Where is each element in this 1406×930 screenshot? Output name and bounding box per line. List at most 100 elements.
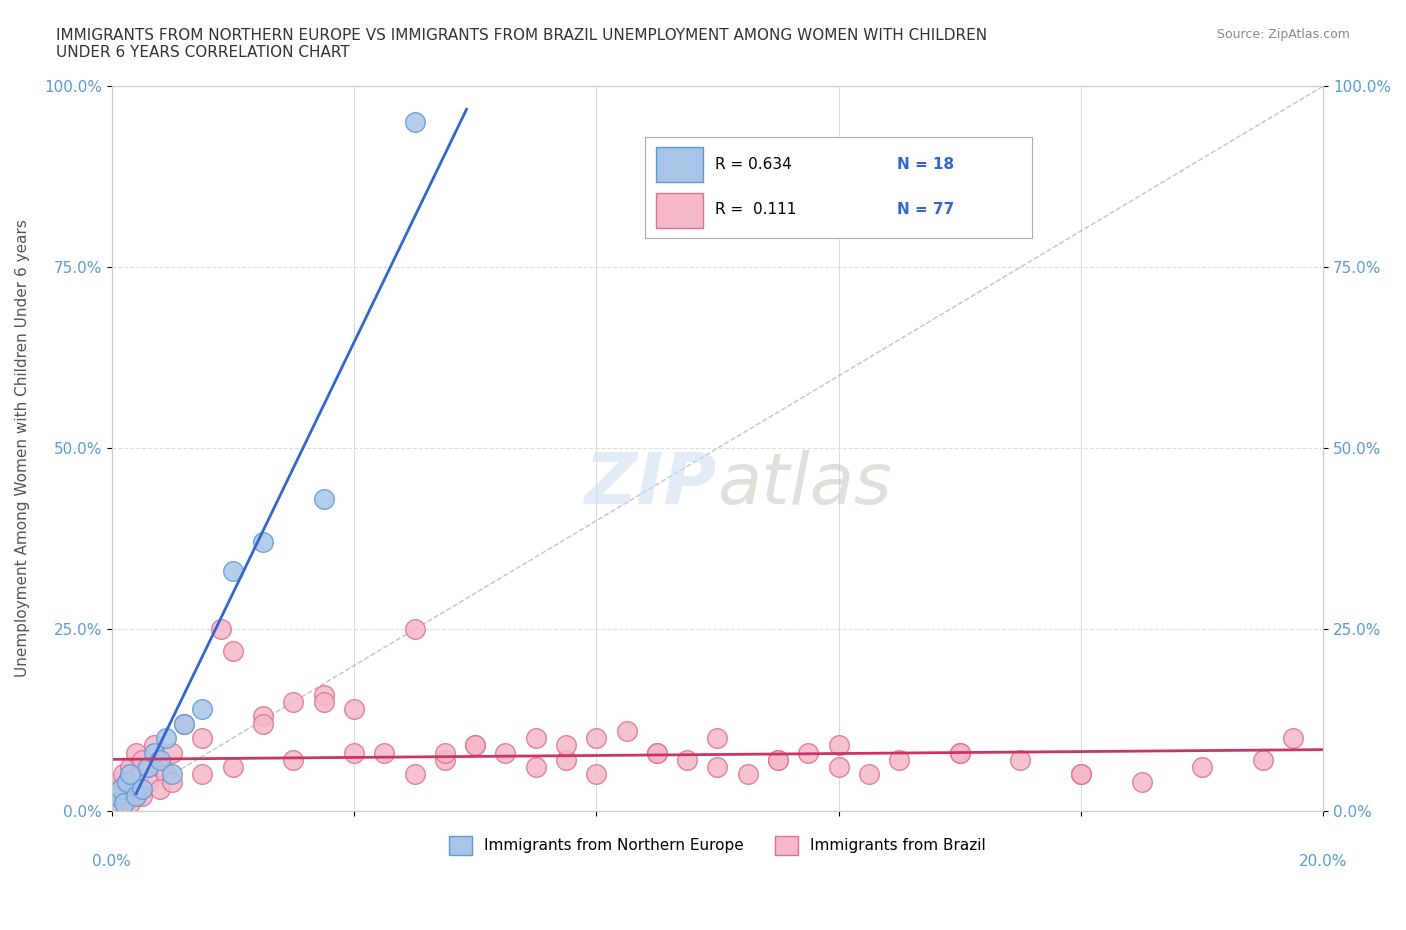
Point (128, 767, 150, 782)
Point (107, 774, 129, 789)
Point (160, 745, 183, 760)
Point (155, 731, 177, 746)
Point (404, 767, 426, 782)
Point (827, 760, 849, 775)
Point (706, 731, 728, 746)
Point (343, 745, 366, 760)
Point (1070, 767, 1092, 782)
Point (766, 752, 789, 767)
Text: 0.0%: 0.0% (93, 854, 131, 869)
Point (252, 709, 274, 724)
Point (160, 767, 183, 782)
Point (1191, 760, 1213, 775)
Point (173, 716, 195, 731)
Point (104, 789, 127, 804)
Point (118, 796, 141, 811)
Point (131, 789, 153, 804)
Point (676, 752, 699, 767)
Point (209, 622, 232, 637)
Point (706, 760, 728, 775)
Point (160, 774, 183, 789)
Point (121, 781, 143, 796)
Point (343, 701, 366, 716)
Point (464, 737, 486, 752)
Point (125, 789, 148, 804)
Point (645, 745, 668, 760)
Point (737, 767, 759, 782)
Point (191, 701, 214, 716)
Point (1282, 731, 1305, 746)
Point (312, 492, 335, 507)
Point (143, 737, 166, 752)
Point (889, 752, 911, 767)
Text: Source: ZipAtlas.com: Source: ZipAtlas.com (1216, 28, 1350, 41)
Legend: Immigrants from Northern Europe, Immigrants from Brazil: Immigrants from Northern Europe, Immigra… (443, 830, 991, 861)
Point (312, 695, 335, 710)
Point (858, 767, 880, 782)
Point (645, 745, 668, 760)
Text: atlas: atlas (717, 450, 891, 519)
Point (585, 731, 607, 746)
Point (404, 115, 426, 130)
Point (136, 774, 159, 789)
Point (191, 731, 214, 746)
Point (827, 737, 849, 752)
Point (585, 767, 607, 782)
Point (107, 789, 129, 804)
Point (404, 622, 426, 637)
Point (766, 752, 789, 767)
Point (312, 687, 335, 702)
Point (131, 781, 153, 796)
Text: ZIP: ZIP (585, 450, 717, 519)
Point (494, 745, 516, 760)
Point (1130, 774, 1153, 789)
Point (464, 737, 486, 752)
Point (105, 789, 128, 804)
Point (173, 716, 195, 731)
Point (115, 774, 138, 789)
Point (616, 724, 638, 738)
Point (118, 760, 141, 775)
Point (112, 789, 135, 804)
Text: IMMIGRANTS FROM NORTHERN EUROPE VS IMMIGRANTS FROM BRAZIL UNEMPLOYMENT AMONG WOM: IMMIGRANTS FROM NORTHERN EUROPE VS IMMIG… (56, 28, 987, 60)
Point (110, 781, 132, 796)
Point (555, 752, 578, 767)
Point (283, 695, 305, 710)
Text: 20.0%: 20.0% (1299, 854, 1347, 869)
Point (111, 767, 134, 782)
Point (104, 781, 127, 796)
Point (110, 781, 132, 796)
Point (555, 737, 578, 752)
Point (222, 644, 245, 658)
Point (118, 767, 141, 782)
Point (1070, 767, 1092, 782)
Point (252, 535, 274, 550)
Point (112, 789, 135, 804)
Point (149, 760, 172, 775)
Point (110, 781, 132, 796)
Point (797, 745, 820, 760)
Y-axis label: Unemployment Among Women with Children Under 6 years: Unemployment Among Women with Children U… (15, 219, 30, 677)
Point (125, 745, 148, 760)
Point (136, 760, 159, 775)
Point (283, 752, 305, 767)
Point (149, 781, 172, 796)
Point (115, 774, 138, 789)
Point (524, 731, 547, 746)
Point (949, 745, 972, 760)
Point (143, 745, 166, 760)
Point (112, 796, 135, 811)
Point (1010, 752, 1032, 767)
Point (433, 752, 456, 767)
Point (949, 745, 972, 760)
Point (524, 760, 547, 775)
Point (252, 716, 274, 731)
Point (155, 767, 177, 782)
Point (222, 760, 245, 775)
Point (222, 564, 245, 578)
Point (107, 796, 129, 811)
Point (433, 745, 456, 760)
Point (191, 767, 214, 782)
Point (149, 752, 172, 767)
Point (131, 752, 153, 767)
